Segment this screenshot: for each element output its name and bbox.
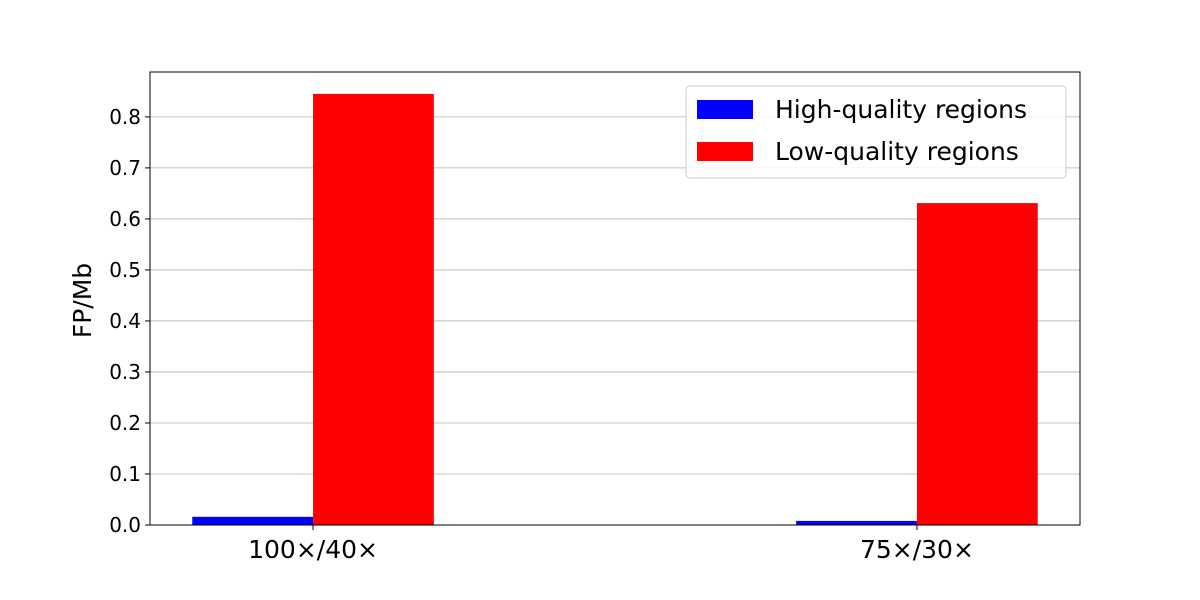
y-tick-label: 0.2: [109, 411, 141, 435]
y-tick-label: 0.3: [109, 360, 141, 384]
plot-frame: [149, 71, 1081, 526]
legend-label: High-quality regions: [775, 95, 1027, 124]
legend-swatch: [697, 142, 753, 161]
y-tick-label: 0.0: [109, 513, 141, 537]
bar-high-1: [796, 520, 917, 525]
x-tick-label: 75×/30×: [860, 535, 974, 564]
y-axis-label: FP/Mb: [68, 263, 97, 338]
y-tick-label: 0.8: [109, 105, 141, 129]
y-tick-label: 0.1: [109, 462, 141, 486]
legend: [685, 85, 1067, 179]
legend-label: Low-quality regions: [775, 137, 1019, 166]
bar-high-0: [192, 516, 314, 525]
y-tick-label: 0.5: [109, 258, 141, 282]
x-tick-label: 100×/40×: [248, 535, 378, 564]
y-tick-label: 0.6: [109, 207, 141, 231]
bar-low-0: [313, 93, 434, 525]
legend-swatch: [697, 100, 753, 119]
bar-low-1: [916, 203, 1038, 525]
y-tick-label: 0.4: [109, 309, 141, 333]
y-tick-label: 0.7: [109, 156, 141, 180]
